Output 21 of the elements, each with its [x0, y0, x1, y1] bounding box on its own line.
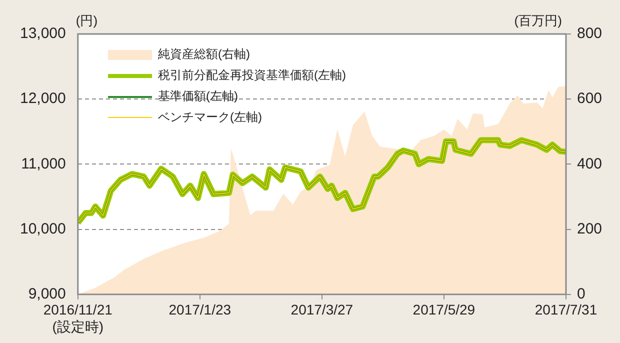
legend-label: 純資産総額(右軸)	[158, 46, 250, 63]
y-axis-title: (円)	[76, 13, 98, 28]
x-tick-label: 2017/7/31	[534, 302, 598, 318]
y-tick-label: 11,000	[21, 155, 66, 172]
x-tick-label: 2017/5/29	[412, 302, 476, 318]
x-tick-label: 2017/1/23	[168, 302, 232, 318]
legend-label: ベンチマーク(左軸)	[158, 109, 262, 126]
y2-tick-label: 0	[576, 286, 586, 303]
legend-label: 税引前分配金再投資基準価額(左軸)	[158, 67, 346, 84]
x-tick-label: 2016/11/21 (設定時)	[43, 302, 113, 334]
y-tick-label: 13,000	[20, 25, 66, 42]
y-tick-label: 10,000	[20, 220, 66, 238]
y2-tick-label: 400	[576, 155, 602, 172]
y2-tick-label: 200	[576, 220, 602, 238]
y-tick-label: 12,000	[20, 90, 66, 108]
y-tick-label: 9,000	[28, 286, 66, 303]
y2-axis-title: (百万円)	[514, 13, 562, 28]
legend-label: 基準価額(左軸)	[158, 88, 238, 105]
x-tick-label: 2017/3/27	[290, 302, 354, 318]
y2-tick-label: 600	[576, 90, 602, 108]
y2-tick-label: 800	[576, 25, 602, 42]
